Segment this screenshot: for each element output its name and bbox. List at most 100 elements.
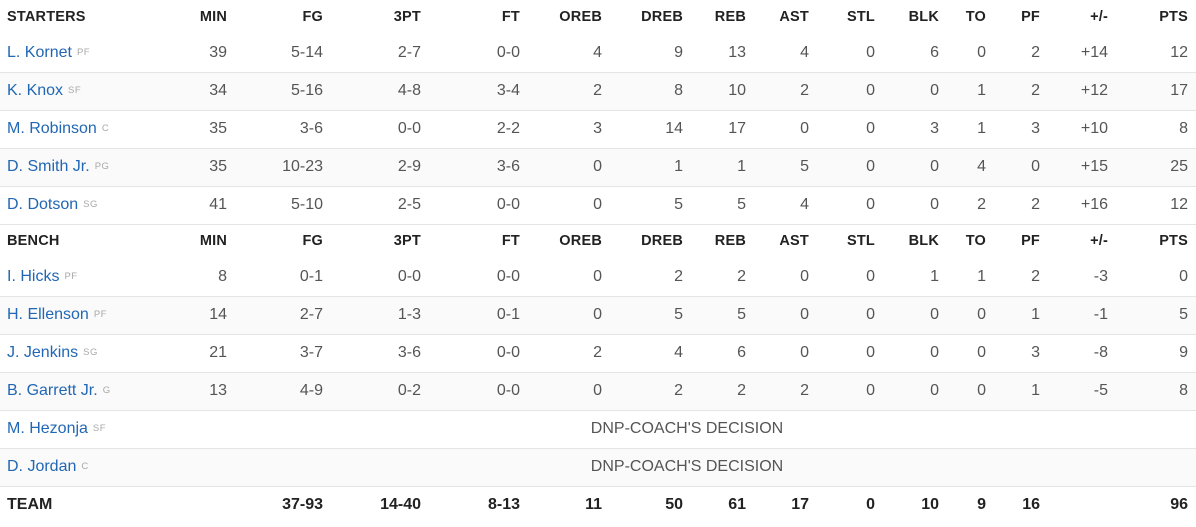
player-link[interactable]: I. Hicks <box>7 267 60 285</box>
stat-min: 41 <box>178 186 235 225</box>
stat-dreb: 5 <box>612 296 692 335</box>
player-row: D. Dotson SG 41 5-10 2-5 0-0 0 5 5 4 0 0 2 2 +16 12 <box>0 186 1196 225</box>
player-link[interactable]: B. Garrett Jr. <box>7 382 98 399</box>
player-link[interactable]: D. Smith Jr. <box>7 158 90 175</box>
team-stat-10: 9 <box>977 496 986 514</box>
dnp-note: DNP-COACH'S DECISION <box>178 410 1196 449</box>
column-header-0: MIN <box>199 9 227 25</box>
stat-: +15 <box>1050 148 1116 187</box>
stat-oreb: 0 <box>530 296 612 335</box>
stat-ast: 5 <box>754 148 819 187</box>
team-stat-11: 16 <box>1022 496 1040 514</box>
stat-ft: 3-4 <box>431 72 530 111</box>
column-header-11: PF <box>1021 9 1040 25</box>
stat-pf: 1 <box>997 372 1050 411</box>
player-name-cell: M. Robinson C <box>0 110 178 149</box>
stat-min: 13 <box>178 372 235 411</box>
stat-stl: 0 <box>819 334 883 373</box>
column-header-10: TO <box>965 233 986 250</box>
stat-stl: 0 <box>819 258 883 297</box>
stat-blk: 0 <box>883 186 947 225</box>
stat-to: 0 <box>947 34 997 73</box>
stat-stl: 0 <box>819 34 883 73</box>
column-header-0: MIN <box>199 233 227 250</box>
player-row-dnp: D. Jordan C DNP-COACH'S DECISION <box>0 448 1196 487</box>
stat-3pt: 2-5 <box>333 186 431 225</box>
column-header-2: 3PT <box>393 9 421 25</box>
player-row: D. Smith Jr. PG 35 10-23 2-9 3-6 0 1 1 5 0 0 4 0 +15 25 <box>0 148 1196 187</box>
stat-to: 4 <box>947 148 997 187</box>
stat-pf: 2 <box>997 72 1050 111</box>
player-link[interactable]: M. Hezonja <box>7 420 88 437</box>
team-stat-7: 17 <box>791 496 809 514</box>
player-position: PG <box>94 161 110 172</box>
player-link[interactable]: D. Jordan <box>7 458 77 475</box>
stat-stl: 0 <box>819 186 883 225</box>
stat-blk: 0 <box>883 372 947 411</box>
column-header-1: FG <box>302 233 323 250</box>
stat-ft: 0-0 <box>431 334 530 373</box>
player-row-dnp: M. Hezonja SF DNP-COACH'S DECISION <box>0 410 1196 449</box>
player-name-cell: L. Kornet PF <box>0 34 178 73</box>
column-header-1: FG <box>302 9 323 25</box>
team-stat-5: 50 <box>665 496 683 514</box>
stat-: -1 <box>1050 296 1116 335</box>
team-stat-8: 0 <box>866 496 875 514</box>
stat-blk: 0 <box>883 148 947 187</box>
stat-to: 0 <box>947 334 997 373</box>
stat-fg: 0-1 <box>235 258 333 297</box>
stat-3pt: 4-8 <box>333 72 431 111</box>
stat-pts: 8 <box>1116 372 1196 411</box>
stat-to: 2 <box>947 186 997 225</box>
stat-fg: 4-9 <box>235 372 333 411</box>
player-link[interactable]: K. Knox <box>7 82 64 99</box>
player-name-cell: B. Garrett Jr. G <box>0 372 178 411</box>
stat-ft: 2-2 <box>431 110 530 149</box>
stat-to: 1 <box>947 110 997 149</box>
player-name-cell: D. Dotson SG <box>0 186 178 225</box>
stat-stl: 0 <box>819 72 883 111</box>
column-header-5: DREB <box>641 233 683 250</box>
stat-pts: 25 <box>1116 148 1196 187</box>
player-row: M. Robinson C 35 3-6 0-0 2-2 3 14 17 0 0 3 1 3 +10 8 <box>0 110 1196 149</box>
stat-: +14 <box>1050 34 1116 73</box>
stat-pts: 12 <box>1116 186 1196 225</box>
team-stat-3: 8-13 <box>487 496 520 514</box>
column-header-8: STL <box>847 233 875 250</box>
player-link[interactable]: M. Robinson <box>7 120 97 137</box>
stat-ft: 0-1 <box>431 296 530 335</box>
stat-dreb: 2 <box>612 372 692 411</box>
player-name-cell: D. Jordan C <box>0 448 178 487</box>
player-link[interactable]: D. Dotson <box>7 196 79 213</box>
stat-: +16 <box>1050 186 1116 225</box>
player-name-cell: J. Jenkins SG <box>0 334 178 373</box>
stat-to: 1 <box>947 258 997 297</box>
team-stat-4: 11 <box>585 496 602 514</box>
stat-oreb: 3 <box>530 110 612 149</box>
column-header-7: AST <box>779 9 809 25</box>
column-header-13: PTS <box>1159 233 1188 250</box>
column-header-3: FT <box>501 233 520 250</box>
column-header-6: REB <box>714 233 746 250</box>
column-header-11: PF <box>1021 233 1040 250</box>
player-position: PF <box>93 309 107 320</box>
stat-blk: 0 <box>883 334 947 373</box>
stat-min: 34 <box>178 72 235 111</box>
stat-blk: 1 <box>883 258 947 297</box>
stat-ast: 0 <box>754 258 819 297</box>
player-row: H. Ellenson PF 14 2-7 1-3 0-1 0 5 5 0 0 0 0 1 -1 5 <box>0 296 1196 335</box>
stat-reb: 5 <box>692 186 754 225</box>
player-link[interactable]: L. Kornet <box>7 43 72 61</box>
stat-reb: 1 <box>692 148 754 187</box>
stat-oreb: 0 <box>530 258 612 297</box>
player-row: J. Jenkins SG 21 3-7 3-6 0-0 2 4 6 0 0 0 0 3 -8 9 <box>0 334 1196 373</box>
stat-min: 14 <box>178 296 235 335</box>
player-position: SG <box>83 347 98 358</box>
stat-ft: 0-0 <box>431 34 530 73</box>
column-header-10: TO <box>965 9 986 25</box>
player-link[interactable]: J. Jenkins <box>7 344 79 361</box>
stat-stl: 0 <box>819 296 883 335</box>
player-link[interactable]: H. Ellenson <box>7 306 89 323</box>
stat-pf: 0 <box>997 148 1050 187</box>
stat-oreb: 0 <box>530 148 612 187</box>
